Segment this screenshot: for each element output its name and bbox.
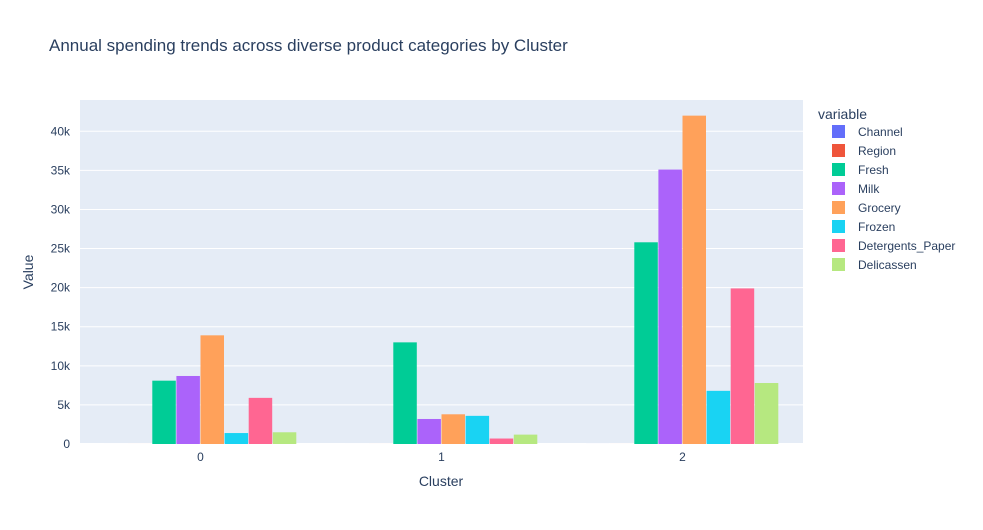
x-tick-label: 1 [438,450,445,464]
bar-delicassen-cluster-0[interactable] [273,432,297,444]
y-tick-label: 10k [51,359,71,373]
legend-swatch [832,182,845,195]
legend-swatch [832,258,845,271]
bar-detergents-paper-cluster-2[interactable] [731,288,755,444]
y-tick-label: 5k [57,398,71,412]
bar-delicassen-cluster-2[interactable] [755,383,779,444]
legend-label: Milk [858,182,880,196]
legend-label: Grocery [858,201,901,215]
legend-item-region[interactable]: Region [832,144,896,158]
bar-grocery-cluster-1[interactable] [442,414,466,444]
bar-milk-cluster-0[interactable] [176,376,200,444]
legend-item-delicassen[interactable]: Delicassen [832,258,917,272]
y-tick-label: 20k [51,281,71,295]
legend-label: Frozen [858,220,895,234]
legend-item-grocery[interactable]: Grocery [832,201,901,215]
legend-swatch [832,144,845,157]
legend-swatch [832,163,845,176]
legend-swatch [832,201,845,214]
legend-label: Delicassen [858,258,917,272]
legend-label: Region [858,144,896,158]
legend-item-frozen[interactable]: Frozen [832,220,895,234]
legend-swatch [832,220,845,233]
legend-label: Detergents_Paper [858,239,955,253]
bar-milk-cluster-2[interactable] [658,170,682,444]
y-tick-label: 0 [63,437,70,451]
bar-detergents-paper-cluster-1[interactable] [490,439,514,444]
legend-title: variable [818,106,867,122]
chart-title: Annual spending trends across diverse pr… [49,36,568,55]
x-tick-label: 0 [197,450,204,464]
bar-fresh-cluster-2[interactable] [634,242,658,444]
legend-swatch [832,125,845,138]
bar-milk-cluster-1[interactable] [417,419,441,444]
y-tick-label: 25k [51,242,71,256]
legend-label: Channel [858,125,903,139]
y-tick-label: 30k [51,202,71,216]
y-tick-label: 35k [51,163,71,177]
bar-delicassen-cluster-1[interactable] [514,435,538,444]
legend-item-fresh[interactable]: Fresh [832,163,889,177]
bar-detergents-paper-cluster-0[interactable] [249,398,273,444]
legend-item-channel[interactable]: Channel [832,125,903,139]
x-axis-title: Cluster [419,473,464,489]
bar-fresh-cluster-1[interactable] [393,342,417,444]
y-tick-label: 40k [51,124,71,138]
bar-fresh-cluster-0[interactable] [152,381,176,444]
y-axis-title: Value [20,254,36,289]
bar-frozen-cluster-1[interactable] [466,416,490,444]
y-tick-label: 15k [51,320,71,334]
legend-swatch [832,239,845,252]
bar-frozen-cluster-0[interactable] [225,433,249,444]
bar-frozen-cluster-2[interactable] [707,391,731,444]
bar-grocery-cluster-0[interactable] [201,335,225,444]
bar-grocery-cluster-2[interactable] [683,116,707,444]
legend-label: Fresh [858,163,889,177]
x-tick-label: 2 [679,450,686,464]
